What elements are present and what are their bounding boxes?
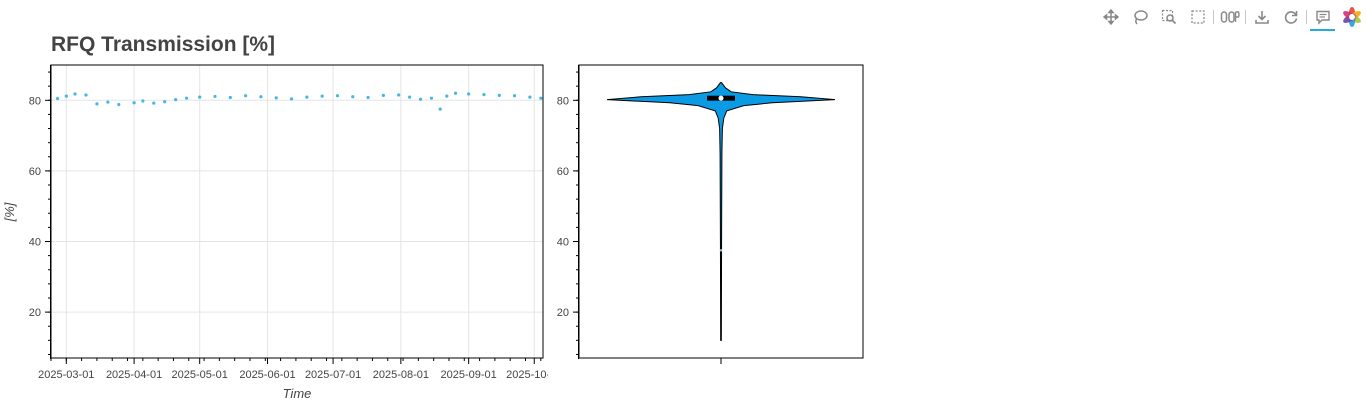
x-tick-label: 2025-03-01 (38, 369, 94, 381)
x-tick-label: 2025-06-01 (239, 369, 295, 381)
data-point (335, 94, 340, 98)
violin-outlier (719, 249, 723, 252)
y-tick-label: 40 (557, 237, 569, 249)
data-points (55, 91, 543, 111)
save-tool-button[interactable] (1247, 5, 1276, 29)
bokeh-logo[interactable] (1337, 5, 1366, 29)
data-point (418, 97, 423, 101)
data-point (213, 94, 217, 99)
data-point (467, 92, 471, 96)
data-point (132, 101, 136, 105)
x-axis-label: Time (283, 386, 312, 401)
save-icon (1254, 11, 1269, 24)
data-point (438, 107, 442, 111)
data-point (429, 96, 434, 100)
y-tick-label: 80 (557, 95, 569, 107)
cross-wheel-tool-button[interactable] (1215, 5, 1244, 29)
x-tick-label: 2025-08-01 (373, 369, 429, 381)
data-point (228, 95, 232, 100)
y-tick-label: 20 (557, 307, 569, 319)
data-point (141, 99, 145, 103)
y-tick-label: 60 (557, 166, 569, 178)
data-point (244, 94, 248, 98)
violin-median (718, 95, 724, 101)
toolbar-separator (1306, 10, 1308, 24)
x-tick-label: 2025-07-01 (305, 369, 361, 381)
data-point (274, 96, 278, 100)
data-point (408, 95, 412, 99)
y-axis: 20 40 60 80 (557, 65, 722, 364)
bokeh-logo-icon (1342, 7, 1361, 27)
data-point (528, 95, 532, 99)
data-point (55, 96, 60, 101)
box-zoom-tool-button[interactable] (1154, 5, 1183, 29)
hover-icon (1315, 10, 1330, 25)
data-point (539, 96, 543, 100)
y-tick-label: 20 (29, 307, 41, 319)
box-select-icon (1190, 10, 1205, 24)
y-axis: 20 40 60 80 (29, 65, 51, 359)
y-axis-label: [%] (2, 202, 17, 222)
data-point (73, 92, 77, 96)
lasso-icon (1133, 10, 1148, 25)
hover-tool-button[interactable] (1308, 5, 1337, 31)
y-tick-label: 80 (29, 95, 41, 107)
box-zoom-icon (1161, 9, 1176, 25)
data-point (397, 93, 401, 97)
data-point (64, 94, 68, 98)
x-tick-label: 2025-04-01 (106, 369, 162, 381)
chart-title: RFQ Transmission [%] (51, 33, 276, 56)
y-tick-label: 40 (29, 237, 41, 249)
violin-shape-group (606, 82, 836, 341)
data-point (174, 97, 178, 102)
data-point (95, 102, 99, 106)
x-tick-label: 2025-10-01 (506, 369, 548, 381)
reset-tool-button[interactable] (1276, 5, 1305, 29)
data-point (366, 95, 370, 100)
violin-body (606, 82, 836, 341)
data-point (106, 100, 110, 104)
data-point (305, 95, 309, 99)
data-point (184, 96, 189, 100)
data-point (453, 91, 458, 95)
data-point (320, 94, 324, 98)
data-point (163, 100, 167, 104)
crosshair-wheel-icon (1220, 11, 1240, 23)
toolbar-separator (1213, 10, 1215, 24)
grid-lines (51, 65, 543, 358)
pan-tool-button[interactable] (1096, 5, 1125, 29)
data-point (512, 94, 517, 98)
pan-icon (1102, 9, 1119, 25)
toolbar-separator (1245, 10, 1247, 24)
data-point (198, 95, 202, 99)
reset-icon (1284, 11, 1297, 24)
data-point (445, 94, 449, 98)
data-point (381, 93, 385, 97)
data-point (84, 93, 88, 97)
data-point (289, 97, 294, 101)
box-select-tool-button[interactable] (1183, 5, 1212, 29)
data-point (117, 102, 121, 107)
y-tick-label: 60 (29, 166, 41, 178)
x-tick-label: 2025-09-01 (441, 369, 497, 381)
x-tick-label: 2025-05-01 (172, 369, 228, 381)
data-point (351, 95, 355, 99)
data-point (259, 95, 263, 99)
data-point (482, 93, 486, 97)
data-point (152, 101, 156, 105)
x-axis: 2025-03-01 2025-04-01 2025-05-01 2025-06-01… (38, 358, 548, 381)
plot-toolbar (1096, 4, 1366, 31)
violin-chart[interactable]: 20 40 60 80 (548, 55, 868, 405)
data-point (497, 93, 501, 97)
plot-frame (50, 64, 544, 359)
lasso-select-tool-button[interactable] (1125, 5, 1154, 29)
